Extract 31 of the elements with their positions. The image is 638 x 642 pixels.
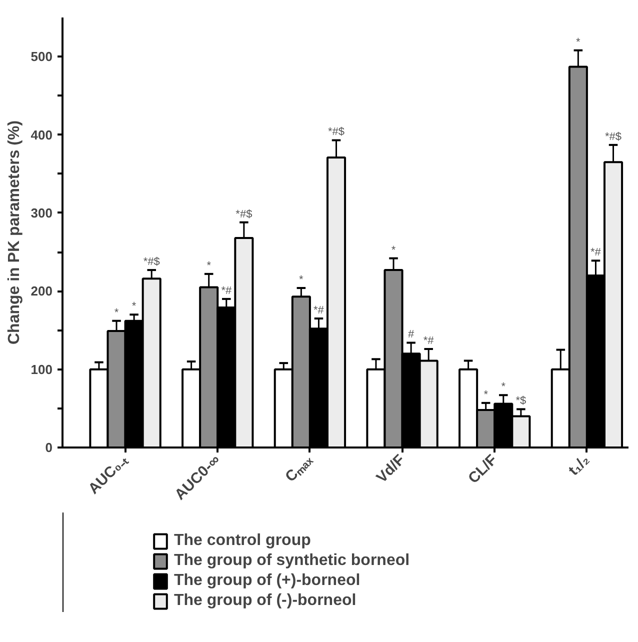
data-label: * (391, 244, 396, 256)
legend-label: The group of synthetic borneol (174, 552, 410, 570)
data-label: * (501, 381, 506, 394)
y-tick-label: 0 (45, 440, 53, 455)
data-label: * (132, 300, 137, 313)
x-tick-label: Cₘₐₓ (282, 451, 316, 486)
data-label: *# (423, 334, 435, 347)
y-axis-title: Change in PK parameters (%) (6, 120, 23, 345)
data-label: * (576, 36, 582, 48)
data-label: * (114, 306, 120, 319)
legend-label: The group of (+)-borneol (174, 572, 360, 590)
legend-label: The group of (-)-borneol (174, 592, 356, 610)
data-label: *#$ (236, 208, 252, 220)
data-label: *# (590, 246, 602, 259)
data-label: *$ (516, 395, 526, 408)
data-label: *#$ (328, 126, 345, 138)
data-label: * (206, 260, 212, 272)
data-label: *#$ (605, 130, 622, 143)
x-tick-label: t₁/₂ (565, 451, 593, 480)
y-tick-label: 100 (30, 362, 53, 377)
data-label: *# (221, 284, 232, 297)
y-tick-label: 300 (30, 205, 53, 220)
data-label: *# (314, 304, 325, 316)
legend-label: The control group (174, 532, 311, 550)
y-tick-label: 400 (30, 127, 53, 142)
data-label: *#$ (143, 256, 160, 268)
data-label: * (484, 388, 489, 401)
y-tick-label: 500 (30, 49, 53, 64)
y-tick-label: 200 (30, 284, 53, 299)
data-label: # (408, 328, 415, 341)
data-label: * (299, 274, 304, 286)
